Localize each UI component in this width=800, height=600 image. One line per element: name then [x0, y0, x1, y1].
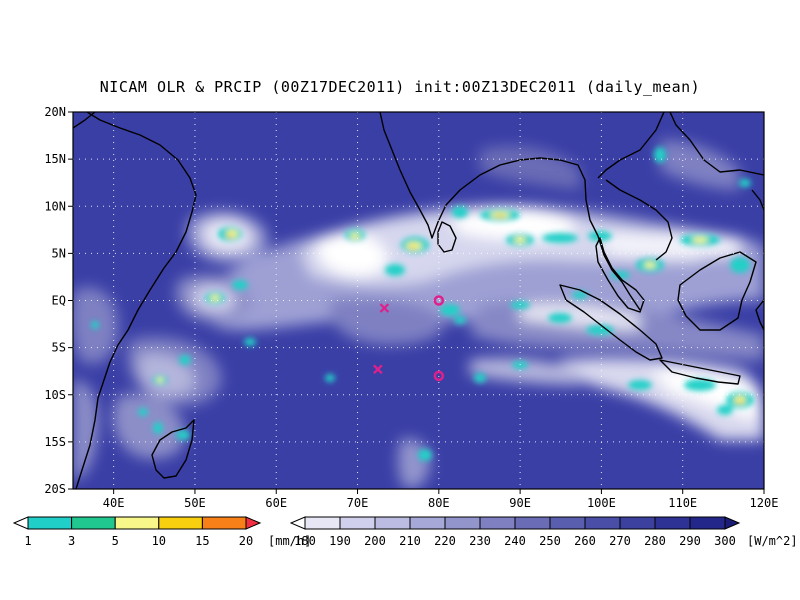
colorbar-swatch — [444, 516, 481, 530]
colorbar-label: 250 — [539, 534, 561, 548]
precip-colorbar: 1 3 5 10 15 20 [mm/h] — [12, 516, 311, 548]
x-tick-label: 40E — [103, 496, 125, 510]
colorbar-label: 240 — [504, 534, 526, 548]
colorbar-left-arrow — [289, 516, 306, 530]
colorbar-swatch — [71, 516, 116, 530]
colorbar-label: 5 — [112, 534, 119, 548]
y-tick-label: 5S — [52, 341, 66, 355]
y-tick-label: 5N — [52, 246, 66, 260]
colorbar-label: 190 — [329, 534, 351, 548]
colorbar-label: 1 — [24, 534, 31, 548]
olr-colorbar: 180 190 200 210 220 230 240 250 260 270 280 290 300 [… — [289, 516, 798, 548]
colorbar-swatch — [374, 516, 411, 530]
colorbar-label: 280 — [644, 534, 666, 548]
colorbar-right-arrow — [724, 516, 741, 530]
colorbar-swatch — [409, 516, 446, 530]
colorbar-swatch — [619, 516, 656, 530]
storm-cross-marker — [373, 364, 383, 375]
storm-markers — [373, 295, 445, 382]
colorbar-label: 230 — [469, 534, 491, 548]
y-tick-label: 10N — [44, 199, 66, 213]
colorbar-unit: [W/m^2] — [747, 534, 798, 548]
plot-title: NICAM OLR & PRCIP (00Z17DEC2011) init:00… — [99, 78, 701, 96]
colorbar-swatch — [689, 516, 726, 530]
colorbar-label: 20 — [239, 534, 253, 548]
colorbar-label: 3 — [68, 534, 75, 548]
axis-ticks: 40E 50E 60E 70E 80E 90E 100E 110E 120E 20N 15N 10N 5… — [44, 105, 778, 510]
colorbar-swatch — [584, 516, 621, 530]
x-tick-label: 60E — [265, 496, 287, 510]
x-tick-label: 90E — [509, 496, 531, 510]
storm-circle-marker — [433, 295, 445, 306]
map-area — [73, 112, 764, 489]
colorbar-label: 220 — [434, 534, 456, 548]
colorbar-swatch — [549, 516, 586, 530]
colorbar-label: 270 — [609, 534, 631, 548]
x-tick-label: 50E — [184, 496, 206, 510]
cloud-field — [73, 140, 764, 489]
colorbar-label: 180 — [294, 534, 316, 548]
y-tick-label: 20N — [44, 105, 66, 119]
colorbar-swatch — [654, 516, 691, 530]
x-tick-label: 120E — [750, 496, 779, 510]
y-tick-label: 15S — [44, 435, 66, 449]
x-tick-label: 110E — [668, 496, 697, 510]
x-tick-label: 100E — [587, 496, 616, 510]
storm-cross-marker — [379, 303, 390, 313]
y-tick-label: 20S — [44, 482, 66, 496]
coastlines — [73, 112, 764, 489]
colorbar-right-arrow — [245, 516, 262, 530]
colorbar-label: 300 — [714, 534, 736, 548]
storm-circle-marker — [433, 370, 445, 382]
colorbar-label: 200 — [364, 534, 386, 548]
colorbar-swatch — [158, 516, 203, 530]
x-tick-label: 70E — [347, 496, 369, 510]
colorbar-swatch — [514, 516, 551, 530]
colorbar-swatch — [114, 516, 160, 530]
y-tick-label: 10S — [44, 388, 66, 402]
colorbar-label: 260 — [574, 534, 596, 548]
colorbar-swatch — [201, 516, 247, 530]
colorbar-swatch — [479, 516, 516, 530]
colorbar-label: 10 — [152, 534, 166, 548]
colorbar-label: 290 — [679, 534, 701, 548]
colorbar-label: 210 — [399, 534, 421, 548]
colorbar-swatch — [339, 516, 376, 530]
colorbar-unit: [mm/h] — [268, 534, 311, 548]
colorbar-swatch — [304, 516, 341, 530]
colorbar-label: 15 — [195, 534, 209, 548]
precip-field — [91, 147, 754, 461]
colorbar-swatch — [27, 516, 73, 530]
colorbar-left-arrow — [12, 516, 29, 530]
x-tick-label: 80E — [428, 496, 450, 510]
y-tick-label: EQ — [52, 294, 66, 308]
y-tick-label: 15N — [44, 152, 66, 166]
